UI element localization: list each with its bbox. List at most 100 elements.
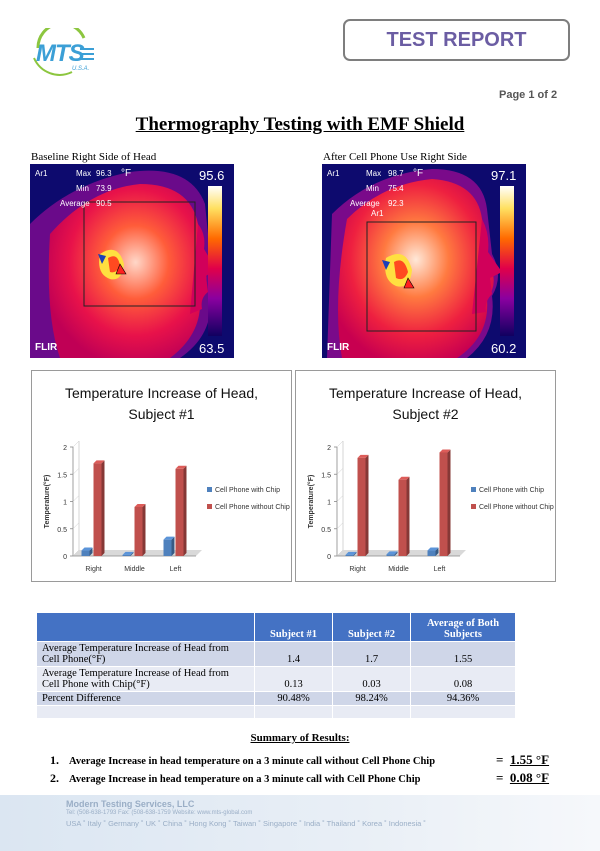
avg-label: Average — [60, 199, 90, 208]
bar-side — [130, 551, 134, 556]
logo-text: MTS — [36, 40, 85, 67]
gridline — [336, 549, 344, 557]
bar-chart-svg: 0 0.5 1 1.5 2 Temperature(°F) Right Middle Left C… — [307, 440, 554, 573]
bar-side — [171, 536, 175, 556]
bar-side — [353, 551, 357, 556]
x-tick-label: Left — [434, 566, 446, 573]
table-cell: 94.36% — [410, 691, 516, 706]
gridline — [72, 522, 80, 529]
bar — [93, 463, 102, 556]
thermal-caption-after: After Cell Phone Use Right Side — [323, 151, 467, 163]
summary-title: Summary of Results: — [250, 732, 350, 744]
y-tick-label: 1 — [327, 500, 331, 507]
gridline — [336, 440, 344, 448]
bar-side — [447, 449, 451, 556]
legend-swatch — [471, 504, 476, 509]
avg-label: Average — [350, 199, 380, 208]
summary-eq: = — [496, 770, 504, 785]
bar-top — [386, 551, 398, 555]
bar-side — [183, 465, 187, 556]
chart-subject-2: Temperature Increase of Head, Subject #2… — [295, 370, 556, 582]
legend-label: Cell Phone without Chip — [479, 504, 554, 511]
bar-side — [101, 460, 105, 556]
bar-side — [394, 551, 398, 556]
table-cell: 1.7 — [332, 641, 411, 667]
table-cell — [254, 705, 333, 719]
summary-item-number: 2. — [50, 771, 59, 785]
max-label: Max — [366, 169, 382, 178]
document-title: Thermography Testing with EMF Shield — [135, 114, 465, 135]
bar-side — [435, 547, 439, 556]
report-title-box: TEST REPORT — [343, 19, 570, 61]
chart-title: Temperature Increase of Head, Subject #2 — [296, 383, 555, 425]
y-tick-label: 0.5 — [321, 527, 331, 534]
bar-top — [175, 465, 187, 469]
legend-swatch — [471, 487, 476, 492]
scale-bottom: 60.2 — [491, 341, 517, 356]
legend-label: Cell Phone with Chip — [215, 487, 280, 494]
avg-value: 92.3 — [388, 199, 404, 208]
bar-side — [365, 454, 369, 556]
legend-label: Cell Phone with Chip — [479, 487, 544, 494]
bar — [134, 506, 143, 556]
bar — [122, 554, 131, 556]
bar-side — [406, 476, 410, 556]
summary-item: 2. Average Increase in head temperature … — [50, 771, 420, 786]
bar — [386, 554, 395, 556]
gridline — [72, 495, 80, 502]
area-label: Ar1 — [327, 169, 340, 178]
max-value: 96.3 — [96, 169, 112, 178]
scale-top: 95.6 — [199, 168, 225, 183]
bar-top — [439, 449, 451, 453]
x-tick-label: Right — [85, 566, 101, 573]
x-tick-label: Middle — [388, 566, 409, 573]
table-row: Percent Difference 90.48% 98.24% 94.36% — [36, 691, 516, 706]
max-value: 98.7 — [388, 169, 404, 178]
y-tick-label: 2 — [327, 445, 331, 452]
chart-title-line1: Temperature Increase of Head, — [329, 385, 522, 401]
bar — [345, 554, 354, 556]
table-cell: 0.08 — [410, 666, 516, 692]
legend-label: Cell Phone without Chip — [215, 504, 290, 511]
bar-top — [345, 551, 357, 555]
footer-band — [0, 795, 600, 851]
thermal-image-after: Ar1 Max 98.7 °F Min 75.4 Average 92.3 Ar… — [322, 164, 526, 358]
table-cell-label: Average Temperature Increase of Head fro… — [36, 641, 255, 667]
min-label: Min — [76, 184, 89, 193]
flir-brand: FLIR — [327, 342, 350, 353]
chart-subject-1: Temperature Increase of Head, Subject #1… — [31, 370, 292, 582]
y-axis-label: Temperature(°F) — [307, 475, 315, 529]
flir-brand: FLIR — [35, 342, 58, 353]
report-title: TEST REPORT — [386, 28, 527, 51]
bar-side — [142, 503, 146, 556]
table-row-empty — [36, 705, 516, 719]
table-cell-label: Average Temperature Increase of Head fro… — [36, 666, 255, 692]
table-cell — [332, 705, 411, 719]
table-header-cell — [36, 612, 255, 642]
table-cell: 1.55 — [410, 641, 516, 667]
bar — [163, 539, 172, 556]
bar — [439, 452, 448, 556]
bar — [427, 550, 436, 556]
bar — [81, 550, 90, 556]
bar — [357, 457, 366, 556]
page-number: Page 1 of 2 — [499, 89, 558, 101]
bar-top — [163, 536, 175, 540]
gridline — [336, 468, 344, 475]
table-cell: 90.48% — [254, 691, 333, 706]
table-row: Average Temperature Increase of Head fro… — [36, 666, 516, 692]
x-tick-label: Left — [170, 566, 182, 573]
chart-title-line2: Subject #1 — [128, 406, 195, 422]
summary-item: 1. Average Increase in head temperature … — [50, 753, 435, 768]
summary-item-text: Average Increase in head temperature on … — [69, 756, 436, 767]
area-label-small: Ar1 — [371, 209, 384, 218]
footer-contact: Tel: (508-638-1793 Fax: (508-638-1759 We… — [66, 810, 253, 816]
y-tick-label: 1.5 — [321, 472, 331, 479]
bar-side — [89, 547, 93, 556]
gridline — [336, 522, 344, 529]
summary-item-number: 1. — [50, 753, 59, 767]
summary-value: 0.08 °F — [509, 770, 550, 785]
chart-title-line1: Temperature Increase of Head, — [65, 385, 258, 401]
thermal-image-baseline: Ar1 Max 96.3 °F Min 73.9 Average 90.5 95… — [30, 164, 234, 358]
legend-swatch — [207, 504, 212, 509]
